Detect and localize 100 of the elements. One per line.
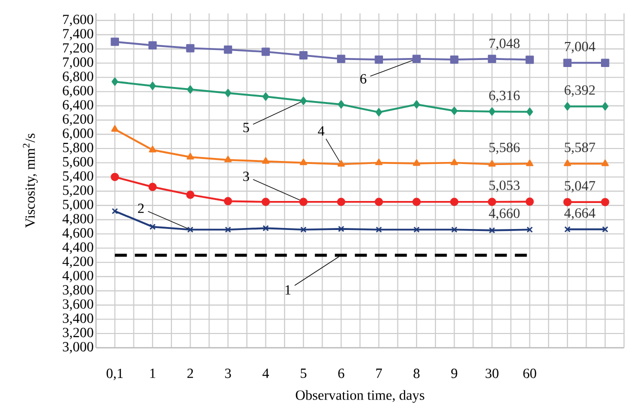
data-label: 6,392 — [564, 85, 595, 97]
y-tick-label: 4,600 — [62, 228, 94, 240]
data-label: 5,587 — [564, 142, 596, 154]
point — [450, 158, 458, 166]
y-tick-label: 5,200 — [63, 185, 94, 197]
y-tick-label: 7,200 — [63, 43, 94, 55]
point — [563, 58, 572, 67]
x-tick-label: 9 — [451, 368, 458, 378]
x-tick-label: 3 — [225, 368, 231, 378]
data-label: 5,053 — [489, 180, 520, 192]
y-tick-label: 4,000 — [62, 270, 94, 282]
point — [602, 226, 608, 232]
point — [300, 96, 307, 105]
point — [376, 226, 382, 233]
x-tick-label: 2 — [187, 368, 194, 378]
point — [112, 208, 118, 214]
y-tick-label: 7,000 — [63, 57, 94, 69]
y-tick-label: 4,800 — [62, 214, 94, 226]
point — [451, 226, 458, 233]
point — [148, 182, 157, 192]
point — [337, 160, 345, 167]
x-tick-label: 6 — [338, 368, 344, 378]
y-tick-label: 5,400 — [63, 171, 94, 183]
point — [224, 197, 232, 206]
point — [488, 107, 496, 116]
y-tick-label: 3,800 — [62, 285, 94, 297]
point — [224, 45, 232, 54]
y-tick-label: 4,400 — [62, 242, 94, 254]
x-tick-label: 5 — [300, 368, 306, 378]
point — [488, 54, 496, 64]
point — [602, 102, 608, 111]
point — [299, 51, 308, 60]
point — [110, 172, 119, 182]
y-tick-label: 5,000 — [63, 200, 94, 212]
point — [300, 226, 307, 233]
point — [374, 198, 383, 206]
point — [564, 102, 571, 111]
y-tick-label: 6,600 — [62, 86, 94, 98]
y-tick-label: 3,200 — [62, 328, 94, 340]
y-tick-label: 3,000 — [62, 342, 94, 354]
y-axis-title: Viscosity, mm$^{2}$/s — [22, 134, 38, 228]
point — [262, 198, 270, 206]
data-label: 7,004 — [564, 42, 596, 54]
point — [526, 108, 533, 116]
point — [186, 44, 194, 52]
point — [148, 146, 156, 152]
point — [374, 55, 383, 64]
x-tick-label: 1 — [150, 368, 156, 378]
y-tick-label: 3,400 — [62, 314, 94, 326]
point — [488, 198, 496, 206]
data-label: 6,316 — [489, 90, 520, 102]
x-tick-label: 4 — [262, 368, 269, 378]
y-tick-label: 7,400 — [63, 28, 94, 40]
y-tick-label: 5,600 — [63, 157, 94, 168]
x-axis-title: Observation time, days — [296, 390, 424, 403]
point — [224, 226, 232, 233]
point — [412, 54, 421, 64]
point — [563, 198, 572, 206]
point — [110, 38, 119, 46]
y-tick-label: 6,200 — [62, 114, 94, 126]
y-tick-label: 5,800 — [63, 142, 94, 154]
data-label: 7,048 — [490, 38, 520, 50]
point — [601, 198, 610, 206]
x-tick-label: 7 — [376, 368, 382, 378]
x-tick-label: 30 — [486, 368, 498, 378]
point — [262, 92, 269, 101]
point — [488, 227, 496, 234]
point — [187, 85, 194, 94]
point — [450, 55, 458, 64]
point — [413, 100, 420, 109]
point — [112, 78, 118, 86]
point — [337, 198, 346, 206]
point — [224, 88, 232, 98]
annotation: 6 — [360, 74, 366, 84]
y-tick-label: 7,600 — [63, 14, 94, 26]
point — [148, 41, 157, 50]
point — [262, 157, 270, 164]
data-label: 4,660 — [488, 208, 520, 220]
point — [601, 58, 610, 67]
annotation: 2 — [138, 204, 144, 213]
point — [149, 82, 156, 90]
point — [526, 160, 534, 166]
point — [187, 226, 194, 233]
annotation: 5 — [243, 122, 250, 132]
point — [338, 226, 344, 232]
point — [186, 190, 194, 199]
point — [376, 108, 382, 116]
y-tick-label: 6,400 — [62, 100, 94, 112]
point — [526, 56, 534, 64]
annotation: 3 — [243, 172, 250, 182]
point — [488, 160, 496, 167]
point — [149, 224, 156, 230]
point — [299, 198, 308, 206]
point — [526, 226, 533, 233]
point — [111, 125, 119, 132]
point — [375, 158, 383, 166]
point — [300, 158, 308, 166]
point — [526, 198, 534, 206]
point — [451, 106, 458, 115]
y-tick-label: 3,600 — [62, 299, 94, 311]
